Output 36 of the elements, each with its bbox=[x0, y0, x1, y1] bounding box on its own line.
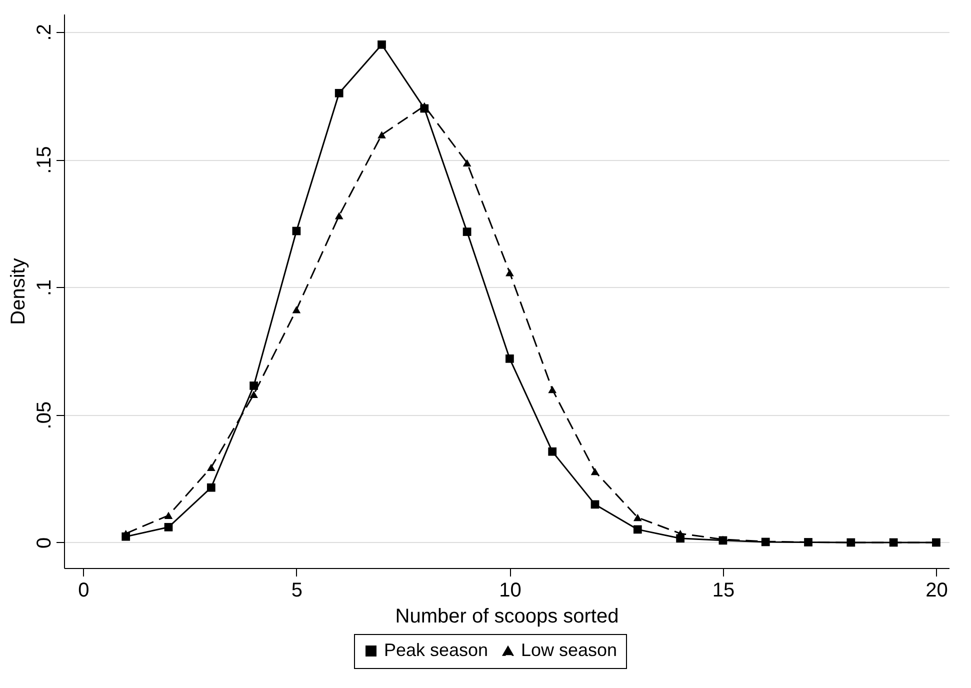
point bbox=[548, 386, 557, 394]
point bbox=[250, 390, 258, 398]
point bbox=[334, 212, 344, 220]
point bbox=[462, 228, 472, 236]
y-tick-label: .05 bbox=[34, 401, 56, 430]
point bbox=[206, 464, 216, 472]
x-tick-label: 15 bbox=[712, 580, 735, 602]
point bbox=[292, 306, 301, 314]
y-axis-title: Density bbox=[8, 258, 30, 325]
point bbox=[506, 268, 514, 276]
y-tick-label: .1 bbox=[34, 279, 56, 296]
point bbox=[548, 447, 557, 456]
point bbox=[164, 512, 173, 520]
y-tick-label: 0 bbox=[34, 537, 56, 549]
legend-label: Low season bbox=[521, 640, 618, 660]
x-tick-label: 20 bbox=[926, 580, 948, 602]
x-tick-label: 5 bbox=[291, 580, 303, 602]
legend-label: Peak season bbox=[384, 640, 488, 660]
point bbox=[334, 88, 344, 98]
y-tick-label: .2 bbox=[34, 24, 56, 41]
point bbox=[633, 514, 642, 522]
point bbox=[633, 525, 642, 534]
point bbox=[462, 159, 472, 166]
point bbox=[250, 382, 258, 390]
x-axis-title: Number of scoops sorted bbox=[395, 606, 619, 628]
x-tick-label: 0 bbox=[78, 580, 90, 602]
point bbox=[206, 483, 216, 492]
y-tick-label: .15 bbox=[34, 146, 56, 174]
point bbox=[378, 131, 386, 138]
x-tick-label: 10 bbox=[499, 580, 522, 602]
point bbox=[590, 468, 600, 476]
point bbox=[506, 354, 514, 363]
point bbox=[590, 500, 600, 509]
point bbox=[378, 40, 386, 49]
point bbox=[164, 522, 173, 532]
point bbox=[292, 226, 301, 236]
